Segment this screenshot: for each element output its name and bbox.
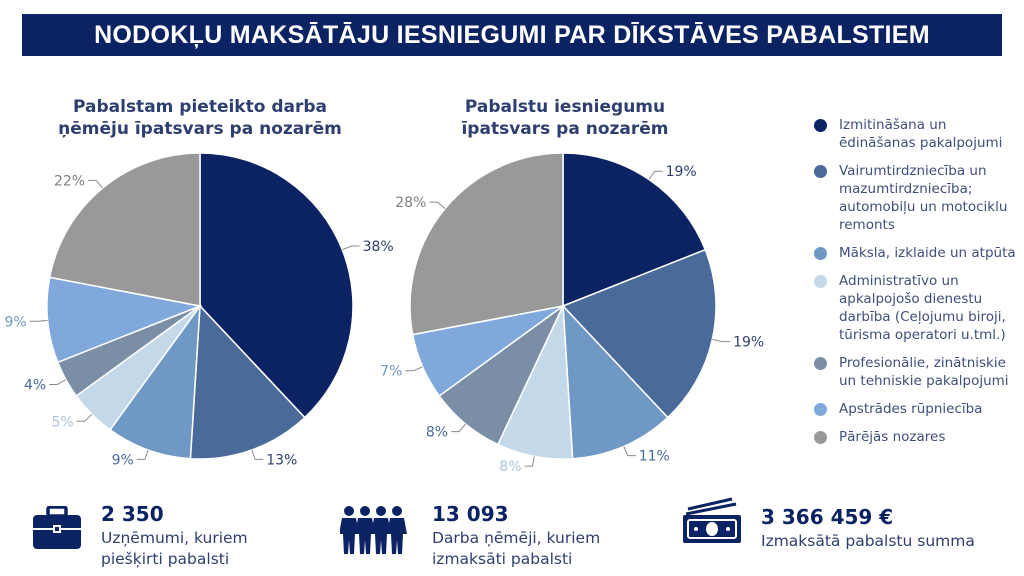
legend-label: Pārējās nozares bbox=[839, 429, 946, 445]
chart-1-title-line1: Pabalstam pieteikto darba bbox=[73, 97, 327, 117]
stat-employees-value: 13 093 bbox=[432, 502, 509, 526]
legend-label: Vairumtirdzniecība un mazumtirdzniecība;… bbox=[839, 163, 1008, 233]
chart-1-title-line2: ņēmēju īpatsvars pa nozarēm bbox=[58, 119, 342, 139]
chart-2-data-label-5: 8% bbox=[426, 425, 448, 441]
legend-item: Apstrādes rūpniecība bbox=[814, 400, 1024, 418]
legend-label: Māksla, izklaide un atpūta bbox=[839, 245, 1016, 261]
page-title-bar: NODOKĻU MAKSĀTĀJU IESNIEGUMI PAR DĪKSTĀV… bbox=[22, 14, 1002, 56]
chart-2-title: Pabalstu iesniegumu īpatsvars pa nozarēm bbox=[420, 96, 710, 140]
chart-2-data-label-3: 11% bbox=[639, 449, 670, 465]
chart-1-leader-6 bbox=[29, 319, 48, 322]
chart-1-data-label-1: 38% bbox=[363, 239, 394, 255]
chart-2-slice-7 bbox=[409, 152, 564, 336]
stat-employees-label-line2: izmaksāti pabalsti bbox=[432, 550, 573, 568]
stat-employees-label: Darba ņēmēji, kuriem izmaksāti pabalsti bbox=[432, 528, 600, 570]
chart-1-data-label-2: 13% bbox=[266, 452, 297, 468]
chart-2-leader-7 bbox=[429, 201, 446, 209]
chart-2-leader-5 bbox=[451, 423, 466, 433]
legend-marker bbox=[814, 431, 827, 444]
page-title: NODOKĻU MAKSĀTĀJU IESNIEGUMI PAR DĪKSTĀV… bbox=[94, 20, 930, 49]
chart-2-leader-2 bbox=[712, 338, 731, 343]
chart-2-data-label-4: 8% bbox=[499, 459, 521, 475]
stat-companies-label: Uzņēmumi, kuriem piešķirti pabalsti bbox=[101, 528, 248, 570]
chart-1-data-label-5: 4% bbox=[24, 378, 46, 394]
stat-companies: 2 350 Uzņēmumi, kuriem piešķirti pabalst… bbox=[101, 502, 248, 570]
legend-item: Administratīvo un apkalpojošo dienestu d… bbox=[814, 272, 1024, 344]
stat-amount: 3 366 459 € Izmaksātā pabalstu summa bbox=[761, 505, 975, 552]
chart-2-data-label-1: 19% bbox=[666, 164, 697, 180]
legend-label: Administratīvo un apkalpojošo dienestu d… bbox=[839, 273, 1006, 343]
chart-1-leader-7 bbox=[88, 179, 103, 189]
chart-1-leader-3 bbox=[136, 449, 149, 460]
legend-marker bbox=[814, 403, 827, 416]
stat-companies-value: 2 350 bbox=[101, 502, 164, 526]
money-icon bbox=[683, 497, 741, 543]
chart-2-leader-4 bbox=[524, 456, 535, 467]
chart-2-data-label-6: 7% bbox=[380, 364, 402, 380]
chart-2-leader-6 bbox=[405, 366, 423, 372]
chart-1-slice-1 bbox=[199, 152, 354, 419]
stat-amount-value: 3 366 459 € bbox=[761, 505, 894, 529]
chart-1-data-label-7: 22% bbox=[54, 173, 85, 189]
legend: Izmitināšana un ēdināšanas pakalpojumi V… bbox=[814, 116, 1024, 456]
chart-2-slice-3 bbox=[562, 303, 669, 460]
legend-marker bbox=[814, 357, 827, 370]
people-icon bbox=[340, 506, 407, 554]
legend-item: Profesionālie, zinātniskie un tehniskie … bbox=[814, 354, 1024, 390]
legend-marker bbox=[814, 119, 827, 132]
chart-1-data-label-3: 9% bbox=[112, 452, 134, 468]
stat-employees: 13 093 Darba ņēmēji, kuriem izmaksāti pa… bbox=[432, 502, 600, 570]
chart-1-slice-2 bbox=[189, 304, 306, 460]
stat-companies-label-line2: piešķirti pabalsti bbox=[101, 550, 230, 568]
chart-1-slice-6 bbox=[46, 276, 203, 364]
chart-2-leader-3 bbox=[623, 446, 636, 457]
legend-marker bbox=[814, 247, 827, 260]
stat-amount-label: Izmaksātā pabalstu summa bbox=[761, 532, 975, 550]
legend-label: Izmitināšana un ēdināšanas pakalpojumi bbox=[839, 117, 1003, 151]
chart-1-leader-1 bbox=[342, 245, 360, 251]
chart-2-title-line1: Pabalstu iesniegumu bbox=[464, 97, 666, 117]
briefcase-icon bbox=[33, 506, 81, 549]
chart-1-data-label-6: 9% bbox=[4, 314, 26, 330]
chart-2-leader-1 bbox=[648, 170, 663, 180]
chart-1-title: Pabalstam pieteikto darba ņēmēju īpatsva… bbox=[40, 96, 360, 140]
chart-2-title-line2: īpatsvars pa nozarēm bbox=[461, 119, 669, 139]
chart-1-leader-2 bbox=[251, 449, 264, 460]
legend-item: Izmitināšana un ēdināšanas pakalpojumi bbox=[814, 116, 1024, 152]
chart-1-leader-5 bbox=[49, 379, 67, 385]
stat-companies-label-line1: Uzņēmumi, kuriem bbox=[101, 529, 248, 547]
legend-marker bbox=[814, 275, 827, 288]
chart-2-data-label-7: 28% bbox=[395, 195, 426, 211]
stat-employees-label-line1: Darba ņēmēji, kuriem bbox=[432, 529, 601, 547]
legend-label: Apstrādes rūpniecība bbox=[839, 401, 983, 417]
chart-1-data-label-4: 5% bbox=[51, 414, 73, 430]
chart-1-slice-3 bbox=[109, 303, 201, 460]
chart-1-leader-4 bbox=[76, 413, 93, 422]
chart-2-data-label-2: 19% bbox=[733, 335, 764, 351]
legend-item: Pārējās nozares bbox=[814, 428, 1024, 446]
legend-label: Profesionālie, zinātniskie un tehniskie … bbox=[839, 355, 1009, 389]
legend-item: Māksla, izklaide un atpūta bbox=[814, 244, 1024, 262]
legend-item: Vairumtirdzniecība un mazumtirdzniecība;… bbox=[814, 162, 1024, 234]
chart-1-slice-7 bbox=[48, 152, 201, 307]
legend-marker bbox=[814, 165, 827, 178]
